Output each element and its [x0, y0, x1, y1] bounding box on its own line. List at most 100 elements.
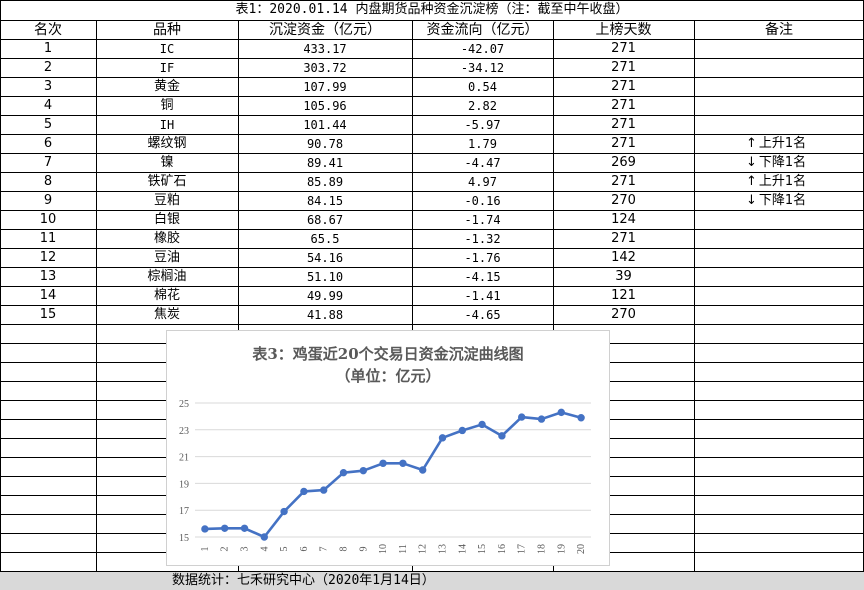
cell-days[interactable]: 142 [611, 250, 636, 265]
cell-rank[interactable]: 10 [39, 212, 57, 227]
egg-funds-chart[interactable]: 表3：鸡蛋近20个交易日资金沉淀曲线图 （单位：亿元） 15 17 19 21 23 25… [166, 330, 610, 566]
cell-note[interactable] [694, 116, 864, 135]
cell-flow[interactable]: -1.76 [464, 251, 501, 265]
cell-name[interactable]: 棉花 [153, 288, 180, 303]
cell-rank[interactable]: 11 [39, 231, 57, 246]
cell-flow[interactable]: -4.15 [464, 270, 501, 284]
cell-days[interactable]: 124 [611, 212, 636, 227]
cell-name[interactable]: 豆粕 [153, 193, 180, 208]
footer-source[interactable]: 数据统计：七禾研究中心（2020年1月14日） [172, 573, 435, 588]
cell-note[interactable] [694, 78, 864, 97]
cell-rank[interactable]: 2 [43, 60, 53, 75]
cell-note[interactable] [694, 230, 864, 249]
cell-rank[interactable]: 14 [39, 288, 57, 303]
cell-name[interactable]: 橡胶 [153, 231, 180, 246]
cell-funds[interactable]: 433.17 [303, 42, 347, 56]
cell-funds[interactable]: 84.15 [306, 194, 344, 208]
cell-funds[interactable]: 101.44 [303, 118, 347, 132]
cell-note[interactable] [694, 97, 864, 116]
cell-note[interactable] [694, 59, 864, 78]
cell-flow[interactable]: -4.47 [464, 156, 501, 170]
cell-flow[interactable]: -34.12 [460, 61, 505, 75]
cell-funds[interactable]: 49.99 [306, 289, 344, 303]
cell-note[interactable] [694, 211, 864, 230]
cell-name[interactable]: 铁矿石 [147, 174, 187, 189]
cell-rank[interactable]: 13 [39, 269, 57, 284]
cell-note[interactable] [694, 287, 864, 306]
cell-days[interactable]: 39 [615, 269, 632, 284]
cell-funds[interactable]: 65.5 [310, 232, 340, 246]
cell-name[interactable]: 铜 [160, 98, 174, 113]
cell-name[interactable]: IC [159, 42, 175, 56]
cell-rank[interactable]: 3 [43, 79, 53, 94]
cell-rank[interactable]: 7 [43, 155, 53, 170]
header-cell[interactable]: 备注 [765, 22, 793, 38]
header-cell[interactable]: 资金流向（亿元） [426, 22, 539, 38]
cell-name[interactable]: 焦炭 [153, 307, 180, 322]
cell-days[interactable]: 270 [611, 193, 636, 208]
cell-flow[interactable]: 0.54 [468, 80, 497, 94]
cell-funds[interactable]: 51.10 [306, 270, 344, 284]
cell-funds[interactable]: 89.41 [306, 156, 344, 170]
cell-days[interactable]: 271 [611, 174, 636, 189]
cell-flow[interactable]: -1.41 [464, 289, 501, 303]
header-cell[interactable]: 沉淀资金（亿元） [269, 22, 381, 38]
cell-rank[interactable]: 9 [43, 193, 53, 208]
cell-days[interactable]: 271 [611, 41, 636, 56]
cell-flow[interactable]: -1.32 [464, 232, 501, 246]
data-point [260, 533, 269, 541]
cell-name[interactable]: 豆油 [153, 250, 180, 265]
cell-note[interactable] [694, 306, 864, 325]
cell-flow[interactable]: -5.97 [464, 118, 501, 132]
cell-rank[interactable]: 15 [39, 307, 57, 322]
cell-days[interactable]: 121 [611, 288, 636, 303]
cell-name[interactable]: 棕榈油 [147, 269, 187, 284]
cell-flow[interactable]: 1.79 [468, 137, 497, 151]
cell-rank[interactable]: 5 [43, 117, 53, 132]
cell-days[interactable]: 269 [611, 155, 636, 170]
cell-funds[interactable]: 68.67 [306, 213, 344, 227]
cell-days[interactable]: 271 [611, 98, 636, 113]
cell-name[interactable]: 黄金 [153, 79, 180, 94]
cell-flow[interactable]: 4.97 [468, 175, 497, 189]
cell-name[interactable]: 镍 [160, 155, 174, 170]
cell-name[interactable]: 螺纹钢 [147, 136, 187, 151]
cell-funds[interactable]: 303.72 [303, 61, 347, 75]
cell-rank[interactable]: 12 [39, 250, 57, 265]
cell-note[interactable] [694, 40, 864, 59]
cell-rank[interactable]: 8 [43, 174, 53, 189]
cell-funds[interactable]: 105.96 [303, 99, 347, 113]
cell-days[interactable]: 271 [611, 231, 636, 246]
cell-funds[interactable]: 85.89 [306, 175, 344, 189]
header-cell[interactable]: 名次 [34, 22, 62, 38]
cell-flow[interactable]: 2.82 [468, 99, 497, 113]
cell-funds[interactable]: 54.16 [306, 251, 344, 265]
table-title[interactable]: 表1：2020.01.14 内盘期货品种资金沉淀榜（注：截至中午收盘） [235, 2, 629, 17]
cell-flow[interactable]: -4.65 [464, 308, 501, 322]
cell-funds[interactable]: 107.99 [303, 80, 347, 94]
cell-note[interactable]: ↓ 下降1名 [694, 192, 864, 211]
cell-name[interactable]: 白银 [153, 212, 180, 227]
cell-note[interactable] [694, 249, 864, 268]
cell-days[interactable]: 271 [611, 136, 636, 151]
cell-flow[interactable]: -0.16 [464, 194, 501, 208]
header-cell[interactable]: 上榜天数 [595, 22, 652, 38]
cell-rank[interactable]: 6 [43, 136, 53, 151]
cell-name[interactable]: IF [159, 61, 175, 75]
cell-flow[interactable]: -42.07 [460, 42, 505, 56]
cell-note[interactable]: ↑ 上升1名 [694, 135, 864, 154]
cell-days[interactable]: 270 [611, 307, 636, 322]
cell-days[interactable]: 271 [611, 60, 636, 75]
cell-rank[interactable]: 4 [43, 98, 53, 113]
cell-funds[interactable]: 41.88 [306, 308, 344, 322]
cell-note[interactable]: ↑ 上升1名 [694, 173, 864, 192]
cell-days[interactable]: 271 [611, 117, 636, 132]
cell-name[interactable]: IH [159, 118, 175, 132]
cell-note[interactable]: ↓ 下降1名 [694, 154, 864, 173]
cell-funds[interactable]: 90.78 [306, 137, 344, 151]
header-cell[interactable]: 品种 [153, 22, 181, 38]
cell-note[interactable] [694, 268, 864, 287]
cell-rank[interactable]: 1 [43, 41, 53, 56]
cell-days[interactable]: 271 [611, 79, 636, 94]
cell-flow[interactable]: -1.74 [464, 213, 501, 227]
